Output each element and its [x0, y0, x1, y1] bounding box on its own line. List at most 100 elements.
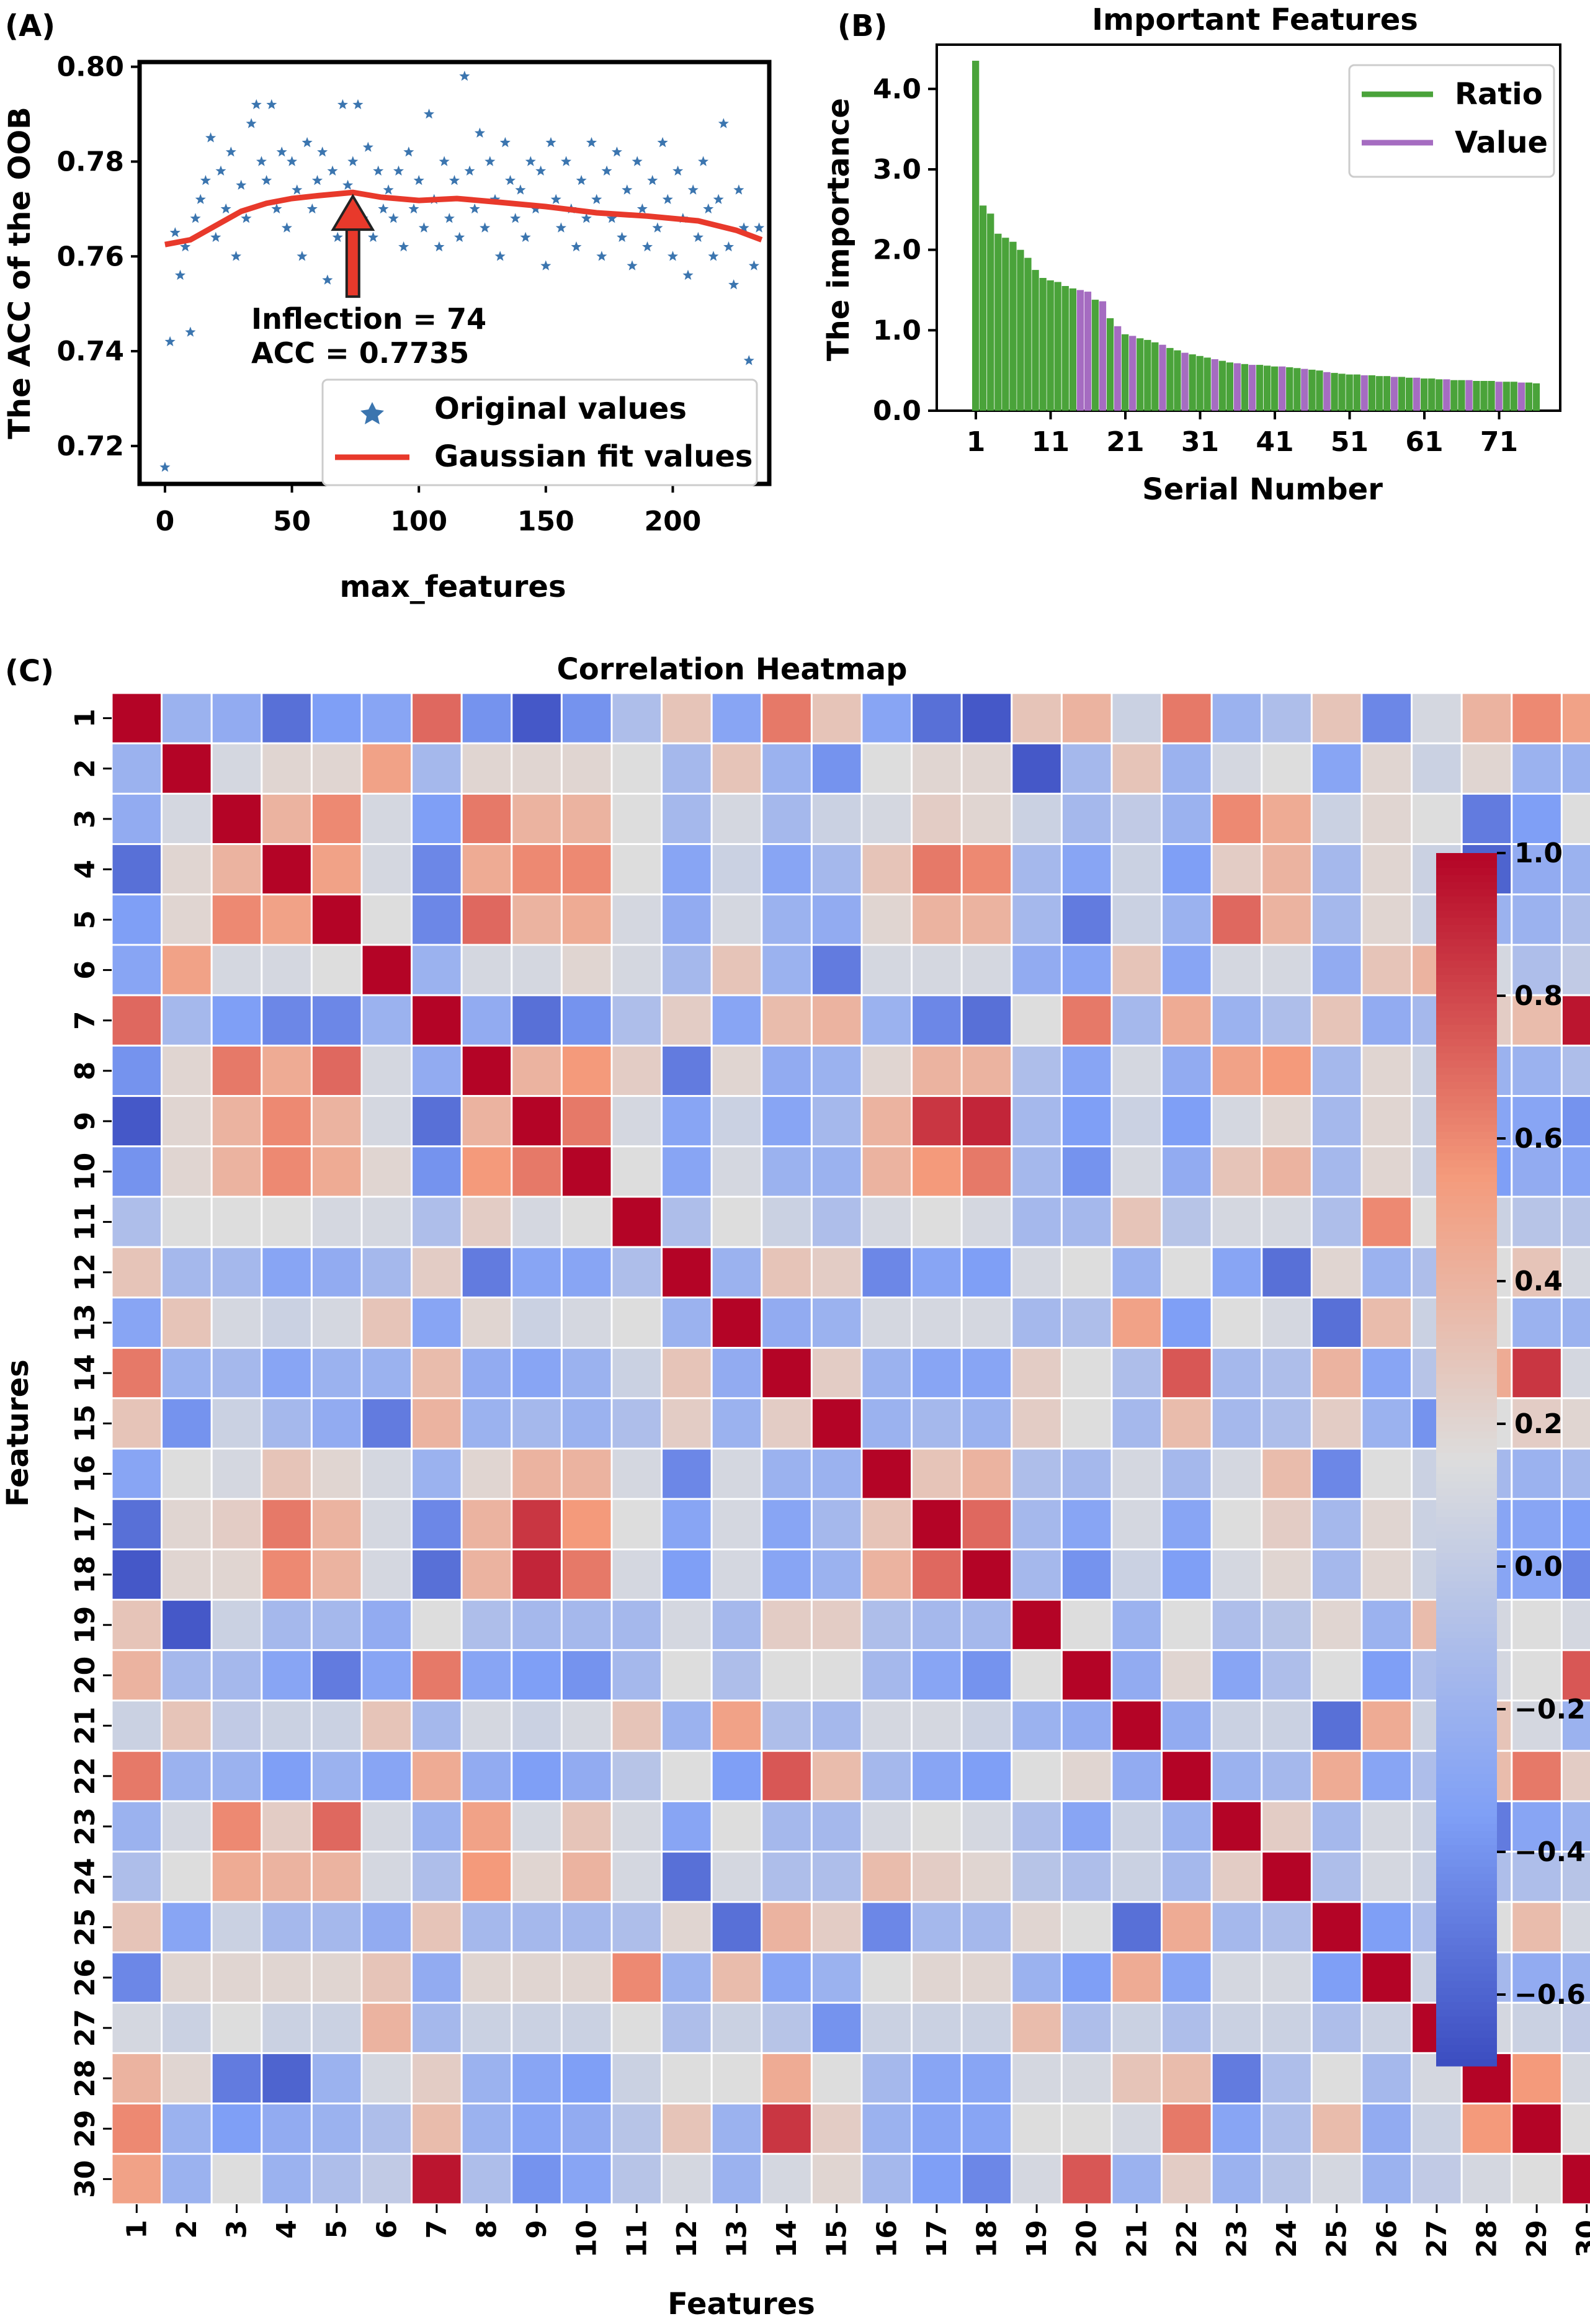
heatmap-cell: [1261, 1145, 1313, 1198]
heatmap-cell: [710, 1447, 763, 1500]
heatmap-cell: [210, 2103, 263, 2155]
heatmap-cell: [460, 1397, 513, 1450]
heatmap-cell: [460, 1599, 513, 1651]
heatmap-cell: [210, 1296, 263, 1349]
heatmap-cell: [210, 1347, 263, 1400]
heatmap-cell: [761, 1347, 813, 1400]
heatmap-cell: [1060, 1447, 1113, 1500]
scatter-point: [292, 184, 303, 195]
heatmap-cell: [460, 1095, 513, 1148]
heatmap-cell: [810, 1851, 863, 1903]
heatmap-cell: [261, 1196, 313, 1248]
heatmap-cell: [161, 994, 213, 1047]
heatmap-cell: [161, 1246, 213, 1298]
heatmap-cell: [1560, 1296, 1590, 1349]
heatmap-cell: [511, 1699, 563, 1752]
heatmap-cell: [911, 1951, 963, 2004]
heatmap-cell: [1360, 2103, 1413, 2155]
scatter-point: [647, 175, 658, 185]
heatmap-cell: [860, 1851, 913, 1903]
heatmap-cell: [411, 1548, 463, 1601]
heatmap-cell: [411, 2052, 463, 2105]
x-tick-label: 17: [921, 2220, 953, 2258]
heatmap-cell: [710, 1750, 763, 1802]
heatmap-cell: [1110, 692, 1163, 744]
scatter-point: [535, 165, 547, 176]
heatmap-cell: [1110, 1095, 1163, 1148]
heatmap-cell: [960, 692, 1013, 744]
heatmap-cell: [810, 2052, 863, 2105]
colorbar-segment: [1436, 1859, 1497, 1867]
scatter-point: [510, 213, 521, 223]
heatmap-cell: [110, 1901, 163, 1954]
heatmap-cell: [310, 2103, 363, 2155]
scatter-point: [652, 222, 663, 233]
heatmap-cell: [911, 1901, 963, 1954]
heatmap-cell: [110, 1599, 163, 1651]
heatmap-cell: [210, 1851, 263, 1903]
heatmap-cell: [1060, 843, 1113, 896]
heatmap-cell: [411, 1246, 463, 1298]
heatmap-cell: [360, 1800, 413, 1853]
heatmap-cell: [1210, 1095, 1263, 1148]
heatmap-cell: [860, 1296, 913, 1349]
heatmap-cell: [810, 1044, 863, 1097]
heatmap-cell: [1011, 2153, 1063, 2206]
heatmap-cell: [511, 1548, 563, 1601]
heatmap-cell: [1161, 893, 1213, 946]
panel-a-legend: Original values Gaussian fit values: [321, 378, 758, 486]
colorbar-segment: [1436, 1438, 1497, 1446]
heatmap-cell: [1511, 742, 1563, 795]
colorbar-segment: [1436, 988, 1497, 996]
heatmap-cell: [960, 1951, 1013, 2004]
scatter-point: [256, 156, 267, 166]
heatmap-cell: [310, 1951, 363, 2004]
colorbar-segment: [1436, 1652, 1497, 1660]
heatmap-cell: [411, 742, 463, 795]
colorbar-segment: [1436, 1773, 1497, 1781]
x-tick-label: 2: [171, 2220, 203, 2239]
heatmap-cell: [1011, 1095, 1063, 1148]
heatmap-cell: [661, 1095, 713, 1148]
heatmap-cell: [1310, 1951, 1363, 2004]
y-tick-label: 2: [69, 759, 101, 778]
importance-bar: [1353, 374, 1360, 411]
heatmap-cell: [1261, 1296, 1313, 1349]
heatmap-cell: [411, 944, 463, 996]
heatmap-cell: [1360, 1548, 1413, 1601]
heatmap-cell: [761, 1699, 813, 1752]
importance-bar: [1061, 286, 1069, 411]
heatmap-cell: [1560, 742, 1590, 795]
scatter-point: [672, 165, 684, 176]
importance-bar: [1039, 278, 1047, 411]
heatmap-cell: [411, 1347, 463, 1400]
heatmap-cell: [161, 1851, 213, 1903]
y-tick-label: 0.74: [56, 336, 124, 367]
heatmap-cell: [710, 1649, 763, 1702]
colorbar-segment: [1436, 974, 1497, 982]
heatmap-cell: [1161, 1699, 1213, 1752]
colorbar-segment: [1436, 1081, 1497, 1089]
heatmap-cell: [810, 1599, 863, 1651]
heatmap-cell: [1060, 1347, 1113, 1400]
heatmap-cell: [460, 692, 513, 744]
heatmap-cell: [161, 1397, 213, 1450]
heatmap-cell: [1460, 2153, 1513, 2206]
heatmap-cell: [960, 944, 1013, 996]
colorbar-segment: [1436, 1873, 1497, 1881]
heatmap-cell: [860, 1750, 913, 1802]
colorbar-segment: [1436, 1766, 1497, 1774]
panel-a-y-label: The ACC of the OOB: [2, 107, 37, 439]
heatmap-cell: [1060, 1296, 1113, 1349]
heatmap-cell: [1110, 1699, 1163, 1752]
heatmap-cell: [360, 2052, 413, 2105]
scatter-point: [424, 109, 435, 119]
importance-bar: [1458, 380, 1465, 411]
heatmap-cell: [1560, 2052, 1590, 2105]
importance-bar: [1144, 339, 1151, 411]
x-tick-label: 150: [517, 506, 574, 537]
heatmap-cell: [511, 1196, 563, 1248]
legend-original-values: Original values: [434, 391, 687, 426]
colorbar-segment: [1436, 1395, 1497, 1403]
heatmap-cell: [511, 1296, 563, 1349]
